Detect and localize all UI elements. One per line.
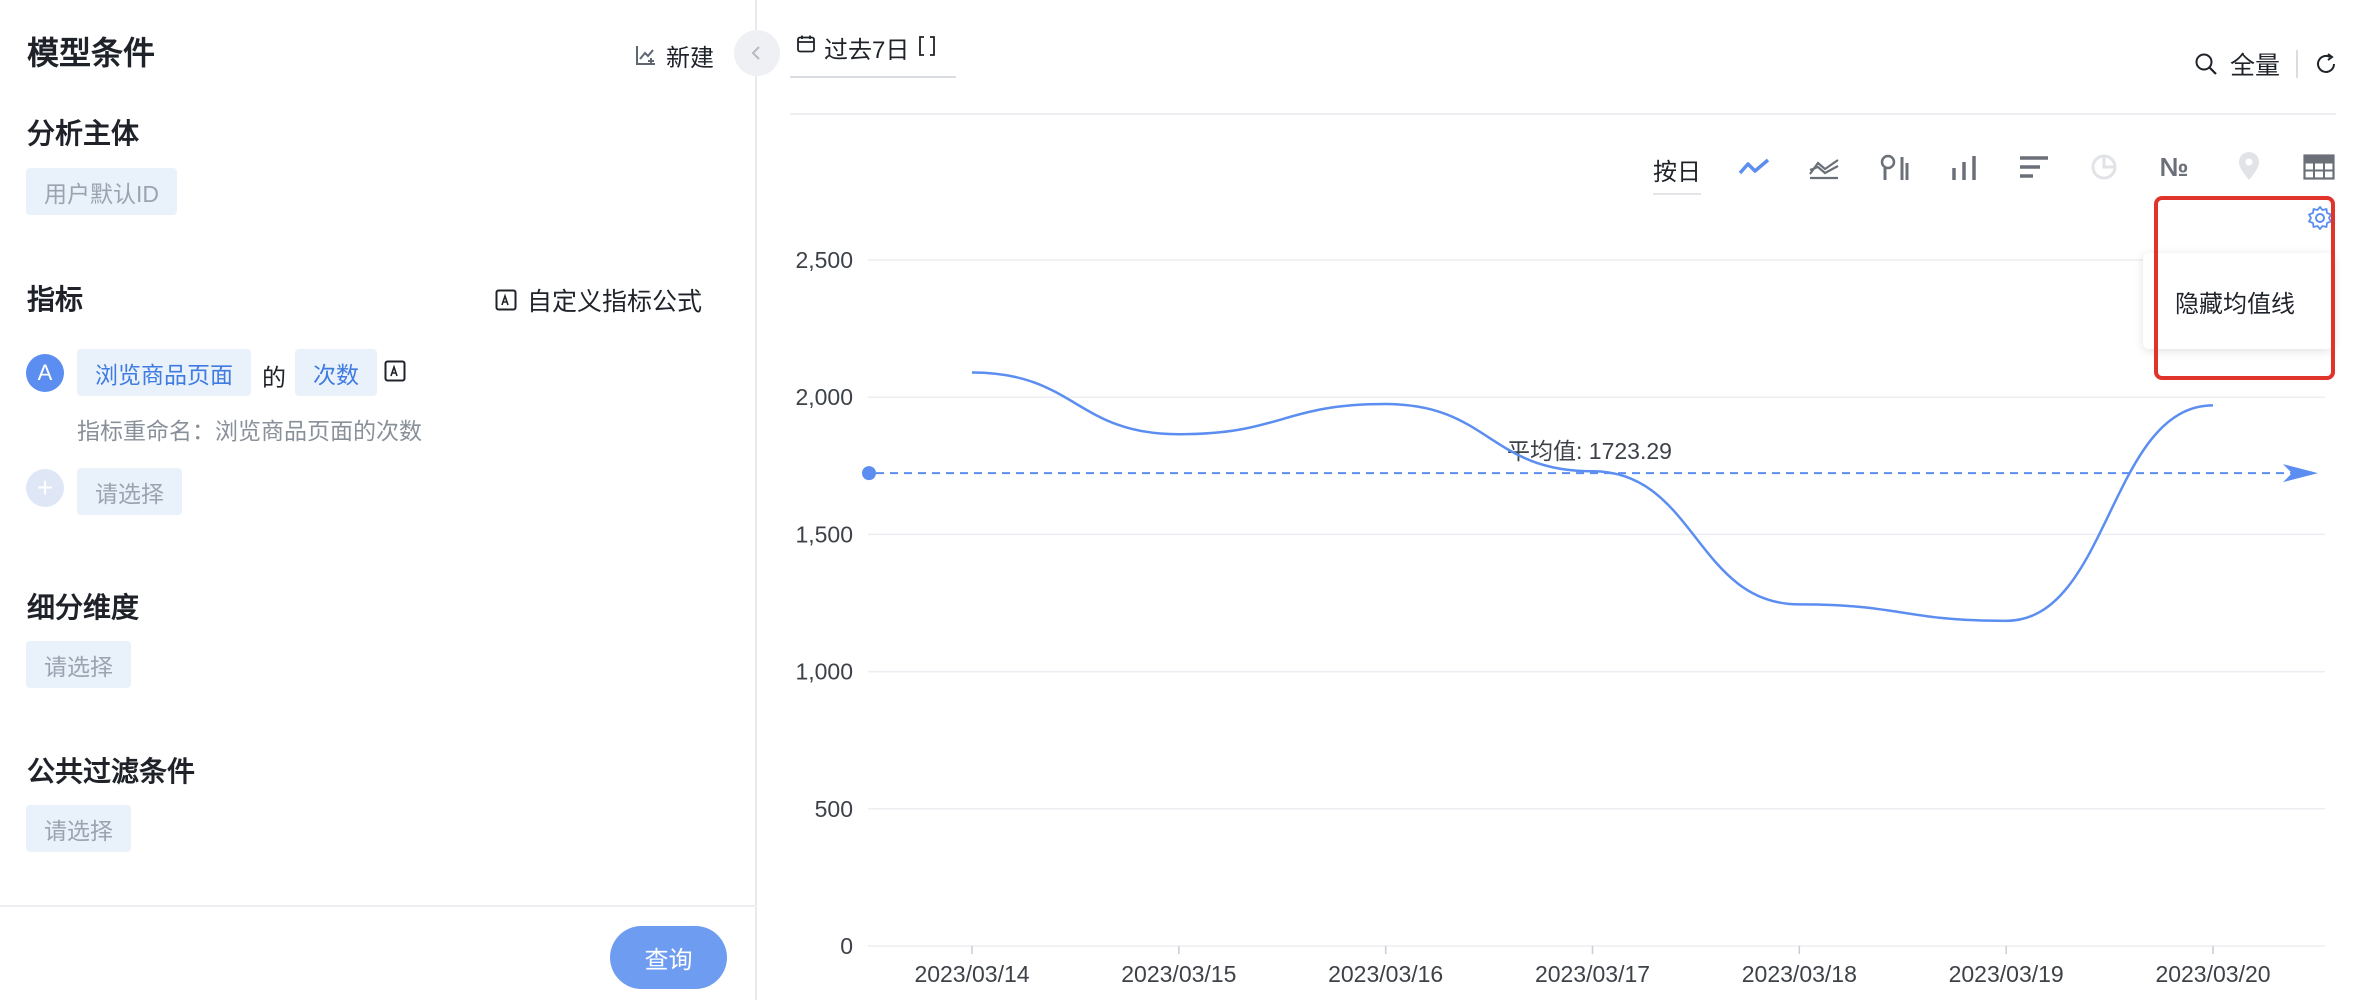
top-right-controls: 全量 <box>2194 46 2338 82</box>
hide-average-line-option[interactable]: 隐藏均值线 <box>2143 253 2333 349</box>
x-tick-label: 2023/03/15 <box>1121 961 1236 987</box>
horizontal-bar-icon[interactable] <box>2017 150 2051 184</box>
data-point[interactable] <box>1383 401 1389 407</box>
average-line-label: 平均值: 1723.29 <box>1507 438 1672 464</box>
x-tick-label: 2023/03/18 <box>1742 961 1857 987</box>
bar-chart-icon[interactable] <box>1947 150 1981 184</box>
metric-formula-icon[interactable] <box>384 360 406 382</box>
gear-icon[interactable] <box>2307 205 2333 231</box>
breakdown-select[interactable]: 请选择 <box>26 641 131 688</box>
collapse-panel-button[interactable] <box>734 30 780 76</box>
data-point[interactable] <box>969 370 975 376</box>
x-tick-label: 2023/03/14 <box>914 961 1029 987</box>
number-icon[interactable]: № <box>2159 151 2189 182</box>
new-button[interactable]: 新建 <box>634 38 714 72</box>
x-tick-label: 2023/03/17 <box>1535 961 1650 987</box>
metric-event-tag[interactable]: 浏览商品页面 <box>77 349 251 396</box>
chevron-left-icon <box>751 46 760 60</box>
metric-rename-text: 指标重命名：浏览商品页面的次数 <box>77 418 422 444</box>
chart-grid <box>868 259 2325 947</box>
query-button[interactable]: 查询 <box>610 926 727 989</box>
breakdown-title: 细分维度 <box>27 592 140 623</box>
funnel-chart-icon[interactable] <box>1877 150 1911 184</box>
data-point[interactable] <box>2003 618 2009 624</box>
granularity-select[interactable]: 按日 <box>1653 152 1701 195</box>
calendar-icon <box>797 35 815 53</box>
formula-icon <box>495 289 517 311</box>
map-icon[interactable] <box>2232 150 2266 184</box>
new-button-label: 新建 <box>666 44 714 72</box>
table-icon[interactable] <box>2302 150 2336 184</box>
plus-icon: + <box>36 472 54 503</box>
date-range-picker[interactable]: 过去7日 <box>790 30 956 78</box>
average-line-start-marker <box>862 466 876 481</box>
y-tick-label: 1,500 <box>795 521 853 547</box>
x-axis-ticks: 2023/03/14 2023/03/15 2023/03/16 2023/03/17… <box>914 946 2271 987</box>
header-divider <box>790 113 2336 115</box>
y-tick-label: 2,000 <box>795 384 853 410</box>
subject-tag[interactable]: 用户默认ID <box>26 168 177 215</box>
data-point[interactable] <box>1590 468 1596 474</box>
metric-letter-badge: A <box>26 354 64 392</box>
custom-formula-label: 自定义指标公式 <box>527 288 703 316</box>
series-line <box>971 371 2214 623</box>
y-tick-label: 1,000 <box>795 659 853 685</box>
scope-label[interactable]: 全量 <box>2229 52 2280 80</box>
y-tick-label: 2,500 <box>795 247 853 273</box>
x-tick-label: 2023/03/20 <box>2155 961 2270 987</box>
series-group <box>969 370 2216 624</box>
add-metric-button[interactable]: + <box>26 469 64 507</box>
model-conditions-panel: 模型条件 新建 分析主体 用户默认ID 指标 自定义指标公式 A 浏览商品页面 … <box>0 0 757 1000</box>
x-tick-label: 2023/03/19 <box>1949 961 2064 987</box>
x-tick-label: 2023/03/16 <box>1328 961 1443 987</box>
subject-title: 分析主体 <box>27 118 140 149</box>
metric-add-select[interactable]: 请选择 <box>77 468 182 515</box>
y-axis-ticks: 0 500 1,000 1,500 2,000 2,500 <box>795 247 853 959</box>
average-line-group: 平均值: 1723.29 <box>862 438 2318 483</box>
custom-formula-button[interactable]: 自定义指标公式 <box>495 282 702 318</box>
date-range-label: 过去7日 <box>824 37 910 64</box>
filter-select[interactable]: 请选择 <box>26 805 131 852</box>
metrics-title: 指标 <box>27 284 84 315</box>
area-chart-icon[interactable] <box>1807 150 1841 184</box>
toolbar-separator <box>2296 50 2298 78</box>
new-chart-icon <box>636 46 655 65</box>
filter-title: 公共过滤条件 <box>27 756 196 787</box>
metric-joiner: 的 <box>262 365 286 392</box>
y-tick-label: 0 <box>840 933 853 959</box>
metric-measure-tag[interactable]: 次数 <box>295 349 377 396</box>
line-chart-icon[interactable] <box>1737 150 1771 184</box>
pie-chart-icon[interactable] <box>2087 150 2121 184</box>
average-line-arrow <box>2283 464 2318 483</box>
data-point[interactable] <box>1176 431 1182 437</box>
data-point[interactable] <box>1796 601 1802 607</box>
date-bracket-icon <box>919 36 936 56</box>
panel-title: 模型条件 <box>27 35 156 71</box>
data-point[interactable] <box>2210 402 2216 408</box>
search-icon[interactable] <box>2194 52 2218 76</box>
refresh-icon[interactable] <box>2314 52 2338 76</box>
left-footer-divider <box>0 905 757 907</box>
y-tick-label: 500 <box>815 796 853 822</box>
